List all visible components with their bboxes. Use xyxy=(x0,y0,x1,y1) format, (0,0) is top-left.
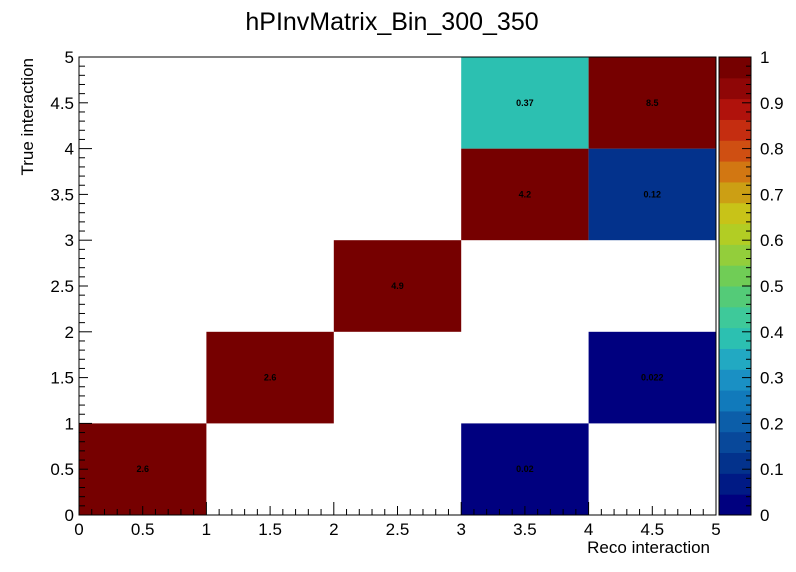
x-tick-label: 2.5 xyxy=(386,520,410,539)
y-tick-label: 1.5 xyxy=(50,369,74,388)
colorbar-swatch xyxy=(719,473,751,495)
x-tick-label: 1.5 xyxy=(258,520,282,539)
x-tick-label: 5 xyxy=(711,520,720,539)
colorbar-swatch xyxy=(719,77,751,100)
cell-value-label: 0.022 xyxy=(641,373,664,383)
colorbar-swatch xyxy=(719,265,751,287)
colorbar-tick-label: 0 xyxy=(760,506,769,525)
y-tick-label: 2 xyxy=(65,323,74,342)
heatmap-cell xyxy=(79,423,207,515)
colorbar-tick-label: 0.5 xyxy=(760,277,784,296)
cell-value-label: 4.9 xyxy=(391,281,404,291)
colorbar-tick-label: 0.2 xyxy=(760,414,784,433)
colorbar-swatch xyxy=(719,431,751,454)
heatmap-cell xyxy=(333,240,462,332)
colorbar-tick-label: 1 xyxy=(760,48,769,67)
x-tick-label: 1 xyxy=(202,520,211,539)
colorbar-swatch xyxy=(719,348,751,370)
heatmap-cell xyxy=(588,148,716,241)
colorbar-tick-label: 0.3 xyxy=(760,369,784,388)
heatmap-cell xyxy=(461,148,589,241)
y-tick-label: 4.5 xyxy=(50,94,74,113)
colorbar-tick-label: 0.1 xyxy=(760,460,784,479)
x-axis-label: Reco interaction xyxy=(587,538,710,557)
colorbar-swatch xyxy=(719,244,751,266)
colorbar-swatch xyxy=(719,452,751,474)
colorbar-tick-label: 0.9 xyxy=(760,94,784,113)
y-tick-label: 3.5 xyxy=(50,185,74,204)
colorbar-swatch xyxy=(719,390,751,412)
colorbar-swatch xyxy=(719,140,751,162)
colorbar-tick-label: 0.8 xyxy=(760,140,784,159)
color-scale-bar: 0 0.1 0.2 0.3 0.4 0.5 0.6 0.7 0.8 0.9 1 xyxy=(718,48,784,525)
y-tick-label: 4 xyxy=(65,140,74,159)
x-axis: 0 0.5 1 1.5 2 2.5 3 3.5 4 4.5 5 xyxy=(74,502,721,539)
heatmap-cells xyxy=(79,57,716,515)
cell-value-labels: 2.6 0.02 2.6 0.022 4.9 4.2 0.12 0.37 8.5 xyxy=(136,98,663,474)
heatmap-cell xyxy=(461,57,589,149)
cell-value-label: 2.6 xyxy=(136,464,149,474)
colorbar-swatch xyxy=(719,223,751,245)
x-tick-label: 4.5 xyxy=(640,520,664,539)
y-tick-label: 0 xyxy=(65,506,74,525)
cell-value-label: 0.12 xyxy=(644,189,662,199)
x-tick-label: 4 xyxy=(584,520,593,539)
colorbar-swatch xyxy=(719,494,751,516)
colorbar-swatch xyxy=(719,202,751,225)
x-tick-label: 0 xyxy=(74,520,83,539)
x-tick-label: 3 xyxy=(456,520,465,539)
colorbar-swatch xyxy=(719,119,751,141)
heatmap-cell xyxy=(461,423,589,515)
x-tick-label: 3.5 xyxy=(513,520,537,539)
colorbar-tick-label: 0.7 xyxy=(760,185,784,204)
x-tick-label: 2 xyxy=(329,520,338,539)
colorbar-swatch xyxy=(719,286,751,308)
heatmap-cell xyxy=(588,331,716,424)
cell-value-label: 0.02 xyxy=(516,464,534,474)
y-axis-label: True interaction xyxy=(18,58,37,175)
heatmap-cell xyxy=(588,57,716,149)
colorbar-swatch xyxy=(719,98,751,120)
y-tick-label: 3 xyxy=(65,231,74,250)
cell-value-label: 2.6 xyxy=(264,373,277,383)
colorbar-swatch xyxy=(719,369,751,391)
cell-value-label: 0.37 xyxy=(516,98,534,108)
y-tick-label: 5 xyxy=(65,48,74,67)
colorbar-swatch xyxy=(719,181,751,204)
colorbar-swatch xyxy=(719,327,751,349)
y-tick-label: 2.5 xyxy=(50,277,74,296)
x-tick-label: 0.5 xyxy=(131,520,155,539)
cell-value-label: 8.5 xyxy=(646,98,659,108)
colorbar-swatch xyxy=(719,161,751,183)
colorbar-tick-label: 0.4 xyxy=(760,323,784,342)
colorbar-swatch xyxy=(719,57,751,79)
colorbar-swatch xyxy=(719,306,751,329)
colorbar-swatch xyxy=(719,410,751,433)
heatmap-cell xyxy=(206,331,334,424)
chart-title: hPInvMatrix_Bin_300_350 xyxy=(245,8,538,36)
colorbar-tick-label: 0.6 xyxy=(760,231,784,250)
cell-value-label: 4.2 xyxy=(519,189,532,199)
y-axis: 0 0.5 1 1.5 2 2.5 3 3.5 4 4.5 5 xyxy=(50,48,92,525)
y-tick-label: 0.5 xyxy=(50,460,74,479)
y-tick-label: 1 xyxy=(65,414,74,433)
